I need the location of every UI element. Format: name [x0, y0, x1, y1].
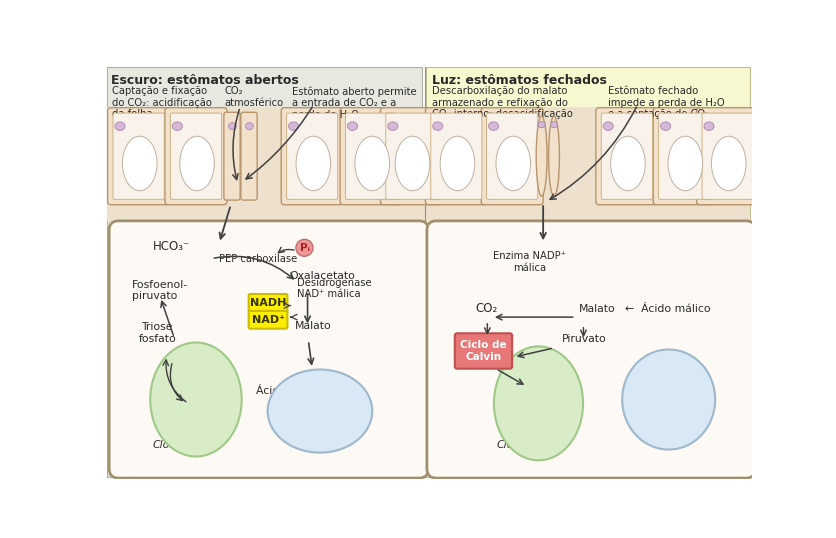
Text: ←  Ácido málico: ← Ácido málico [625, 305, 711, 315]
Text: PEP carboxilase: PEP carboxilase [219, 254, 298, 265]
FancyBboxPatch shape [345, 113, 396, 199]
FancyBboxPatch shape [659, 113, 710, 199]
Ellipse shape [288, 122, 298, 130]
Circle shape [296, 239, 313, 256]
Text: Malato: Malato [579, 305, 615, 315]
Ellipse shape [172, 122, 182, 130]
Text: Captação e fixação
do CO₂: acidificação
da folha: Captação e fixação do CO₂: acidificação … [112, 86, 212, 119]
Ellipse shape [711, 136, 746, 190]
Ellipse shape [496, 136, 531, 190]
Text: Ciclo de
Calvin: Ciclo de Calvin [460, 340, 507, 362]
Ellipse shape [536, 116, 547, 196]
Ellipse shape [268, 370, 372, 452]
FancyBboxPatch shape [386, 113, 437, 199]
Text: Estômato fechado
impede a perda de H₂O
e a captação do CO₂: Estômato fechado impede a perda de H₂O e… [609, 86, 725, 119]
FancyBboxPatch shape [110, 221, 428, 478]
Text: HCO₃⁻: HCO₃⁻ [152, 240, 190, 253]
Ellipse shape [610, 136, 645, 190]
Ellipse shape [668, 136, 702, 190]
FancyBboxPatch shape [113, 113, 164, 199]
Text: NADH: NADH [250, 298, 286, 308]
Ellipse shape [551, 122, 558, 128]
Text: Enzima NADP⁺
málica: Enzima NADP⁺ málica [492, 251, 566, 273]
FancyBboxPatch shape [596, 108, 658, 204]
Text: Luz: estômatos fechados: Luz: estômatos fechados [431, 74, 606, 87]
Ellipse shape [115, 122, 125, 130]
FancyBboxPatch shape [107, 107, 750, 221]
Ellipse shape [433, 122, 443, 130]
FancyBboxPatch shape [380, 108, 442, 204]
Ellipse shape [704, 122, 714, 130]
Ellipse shape [538, 122, 545, 128]
Text: Cloroplasto: Cloroplasto [497, 440, 558, 450]
Text: Desidrogenase
NAD⁺ málica: Desidrogenase NAD⁺ málica [297, 278, 371, 299]
FancyBboxPatch shape [224, 112, 240, 200]
Text: CO₂
atmosférico: CO₂ atmosférico [225, 86, 283, 108]
Ellipse shape [122, 136, 157, 190]
Text: Descarboxilação do malato
armazenado e refixação do
CO₂ interno: desacidificação: Descarboxilação do malato armazenado e r… [431, 86, 573, 119]
Ellipse shape [355, 136, 390, 190]
Text: Fosfoenol-
piruvato: Fosfoenol- piruvato [131, 280, 188, 301]
Text: Vacúolo: Vacúolo [646, 426, 688, 436]
FancyBboxPatch shape [248, 294, 288, 312]
FancyBboxPatch shape [426, 67, 750, 477]
Ellipse shape [441, 136, 475, 190]
Ellipse shape [395, 136, 430, 190]
Ellipse shape [548, 116, 559, 196]
FancyBboxPatch shape [696, 108, 758, 204]
FancyBboxPatch shape [702, 113, 753, 199]
FancyBboxPatch shape [482, 108, 543, 204]
Text: Escuro: estômatos abertos: Escuro: estômatos abertos [110, 74, 298, 87]
Text: Vacúolo: Vacúolo [297, 426, 339, 436]
Text: Ácido málico: Ácido málico [256, 386, 325, 396]
Ellipse shape [150, 343, 242, 456]
Text: Malato: Malato [294, 321, 331, 331]
Text: Piruvato: Piruvato [562, 334, 606, 344]
Ellipse shape [604, 122, 614, 130]
FancyBboxPatch shape [287, 113, 338, 199]
Ellipse shape [348, 122, 358, 130]
FancyBboxPatch shape [487, 113, 538, 199]
Ellipse shape [246, 123, 253, 130]
Ellipse shape [228, 123, 237, 130]
FancyBboxPatch shape [108, 108, 170, 204]
FancyBboxPatch shape [171, 113, 222, 199]
Ellipse shape [296, 136, 330, 190]
Text: Oxalacetato: Oxalacetato [289, 271, 354, 281]
Text: CO₂: CO₂ [475, 302, 497, 315]
FancyBboxPatch shape [165, 108, 227, 204]
FancyBboxPatch shape [241, 112, 257, 200]
FancyBboxPatch shape [653, 108, 716, 204]
Ellipse shape [388, 122, 398, 130]
FancyBboxPatch shape [107, 67, 422, 477]
Ellipse shape [180, 136, 214, 190]
Ellipse shape [488, 122, 498, 130]
FancyBboxPatch shape [340, 108, 402, 204]
FancyBboxPatch shape [248, 311, 288, 329]
Text: Cloroplasto: Cloroplasto [153, 440, 214, 450]
Text: Estômato aberto permite
a entrada de CO₂ e a
perda de H₂O: Estômato aberto permite a entrada de CO₂… [292, 86, 416, 120]
FancyBboxPatch shape [431, 113, 482, 199]
Text: Amido: Amido [179, 401, 213, 412]
FancyBboxPatch shape [427, 221, 756, 478]
Ellipse shape [660, 122, 670, 130]
FancyBboxPatch shape [601, 113, 652, 199]
Ellipse shape [622, 350, 716, 450]
Text: Pᵢ: Pᵢ [299, 243, 309, 253]
FancyBboxPatch shape [426, 108, 487, 204]
Text: NAD⁺: NAD⁺ [252, 315, 284, 325]
FancyBboxPatch shape [281, 108, 344, 204]
Ellipse shape [494, 346, 583, 461]
Text: Triose
fosfato: Triose fosfato [138, 322, 176, 344]
FancyBboxPatch shape [455, 333, 512, 369]
Text: Amido: Amido [513, 401, 548, 412]
